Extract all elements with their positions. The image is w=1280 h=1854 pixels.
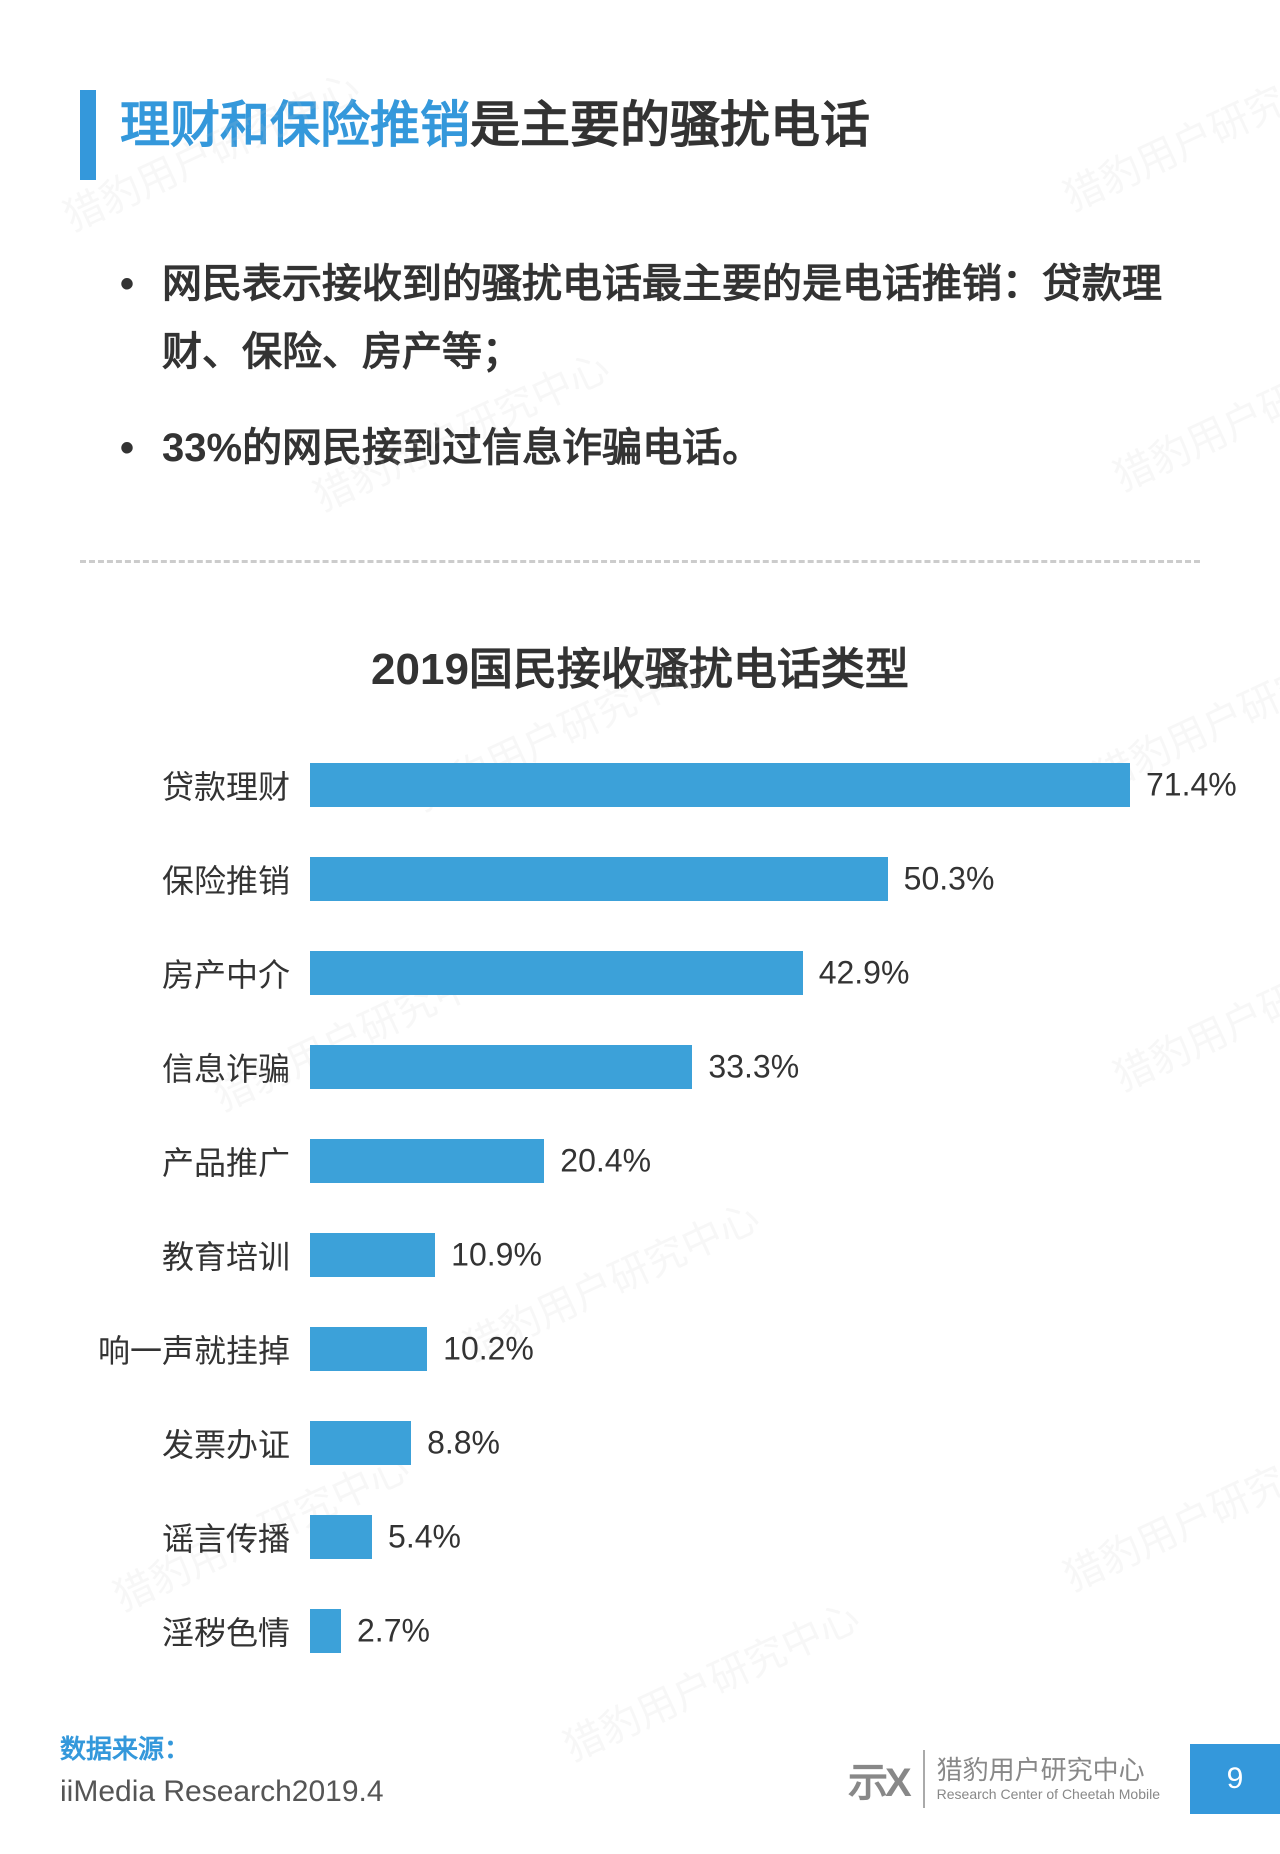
bullet-item: • 网民表示接收到的骚扰电话最主要的是电话推销：贷款理财、保险、房产等； <box>120 250 1180 386</box>
bar-value: 20.4% <box>560 1143 651 1180</box>
bar-track: 5.4% <box>310 1515 1130 1559</box>
bar-label: 保险推销 <box>90 856 290 902</box>
logo: 示X 猎豹用户研究中心 Research Center of Cheetah M… <box>848 1750 1160 1808</box>
slide-footer: 数据来源： iiMedia Research2019.4 示X 猎豹用户研究中心… <box>0 1730 1280 1814</box>
bar-value: 42.9% <box>819 955 910 992</box>
slide-header: 理财和保险推销是主要的骚扰电话 <box>0 0 1280 210</box>
bar-label: 教育培训 <box>90 1232 290 1278</box>
source-text: iiMedia Research2019.4 <box>60 1769 384 1814</box>
page-title: 理财和保险推销是主要的骚扰电话 <box>120 90 870 160</box>
logo-text-en: Research Center of Cheetah Mobile <box>937 1786 1160 1803</box>
bullet-dot-icon: • <box>120 250 134 386</box>
bar-track: 20.4% <box>310 1139 1130 1183</box>
bar-row: 房产中介42.9% <box>310 945 1190 1001</box>
bar-row: 发票办证8.8% <box>310 1415 1190 1471</box>
footer-right: 示X 猎豹用户研究中心 Research Center of Cheetah M… <box>848 1744 1280 1814</box>
bullet-text: 33%的网民接到过信息诈骗电话。 <box>162 414 762 482</box>
bar-track: 8.8% <box>310 1421 1130 1465</box>
bar-fill <box>310 951 803 995</box>
bar-track: 50.3% <box>310 857 1130 901</box>
bar-fill <box>310 1327 427 1371</box>
bar-track: 2.7% <box>310 1609 1130 1653</box>
bar-label: 响一声就挂掉 <box>90 1326 290 1372</box>
bar-value: 2.7% <box>357 1613 430 1650</box>
chart-title: 2019国民接收骚扰电话类型 <box>90 633 1190 697</box>
bar-value: 10.9% <box>451 1237 542 1274</box>
bar-label: 淫秽色情 <box>90 1608 290 1654</box>
bar-fill <box>310 1515 372 1559</box>
bar-row: 保险推销50.3% <box>310 851 1190 907</box>
bar-value: 71.4% <box>1146 767 1237 804</box>
title-rest: 是主要的骚扰电话 <box>470 97 870 153</box>
bar-label: 信息诈骗 <box>90 1044 290 1090</box>
bar-fill <box>310 1609 341 1653</box>
logo-mark-icon: 示X <box>848 1750 925 1808</box>
chart-section: 2019国民接收骚扰电话类型 贷款理财71.4%保险推销50.3%房产中介42.… <box>0 563 1280 1717</box>
bar-track: 10.9% <box>310 1233 1130 1277</box>
bar-row: 贷款理财71.4% <box>310 757 1190 813</box>
bar-track: 33.3% <box>310 1045 1130 1089</box>
data-source: 数据来源： iiMedia Research2019.4 <box>60 1730 384 1814</box>
bar-value: 33.3% <box>708 1049 799 1086</box>
header-accent-bar <box>80 90 96 180</box>
bar-fill <box>310 1421 411 1465</box>
horizontal-bar-chart: 贷款理财71.4%保险推销50.3%房产中介42.9%信息诈骗33.3%产品推广… <box>90 757 1190 1659</box>
bar-value: 8.8% <box>427 1425 500 1462</box>
source-label: 数据来源： <box>60 1730 384 1769</box>
bar-row: 信息诈骗33.3% <box>310 1039 1190 1095</box>
bar-track: 71.4% <box>310 763 1130 807</box>
logo-text-cn: 猎豹用户研究中心 <box>937 1755 1160 1786</box>
bar-fill <box>310 1045 692 1089</box>
page-number: 9 <box>1190 1744 1280 1814</box>
bar-fill <box>310 1233 435 1277</box>
bar-fill <box>310 763 1130 807</box>
bar-row: 谣言传播5.4% <box>310 1509 1190 1565</box>
bar-row: 响一声就挂掉10.2% <box>310 1321 1190 1377</box>
bar-value: 10.2% <box>443 1331 534 1368</box>
bullet-dot-icon: • <box>120 414 134 482</box>
bar-row: 产品推广20.4% <box>310 1133 1190 1189</box>
bar-label: 谣言传播 <box>90 1514 290 1560</box>
bar-value: 50.3% <box>904 861 995 898</box>
bar-row: 淫秽色情2.7% <box>310 1603 1190 1659</box>
bar-value: 5.4% <box>388 1519 461 1556</box>
title-highlight: 理财和保险推销 <box>120 97 470 153</box>
bar-label: 产品推广 <box>90 1138 290 1184</box>
bar-label: 贷款理财 <box>90 762 290 808</box>
bar-fill <box>310 1139 544 1183</box>
bullet-list: • 网民表示接收到的骚扰电话最主要的是电话推销：贷款理财、保险、房产等； • 3… <box>0 210 1280 560</box>
bullet-text: 网民表示接收到的骚扰电话最主要的是电话推销：贷款理财、保险、房产等； <box>162 250 1180 386</box>
bar-track: 10.2% <box>310 1327 1130 1371</box>
bar-track: 42.9% <box>310 951 1130 995</box>
bar-label: 房产中介 <box>90 950 290 996</box>
bar-fill <box>310 857 888 901</box>
bullet-item: • 33%的网民接到过信息诈骗电话。 <box>120 414 1180 482</box>
bar-row: 教育培训10.9% <box>310 1227 1190 1283</box>
bar-label: 发票办证 <box>90 1420 290 1466</box>
